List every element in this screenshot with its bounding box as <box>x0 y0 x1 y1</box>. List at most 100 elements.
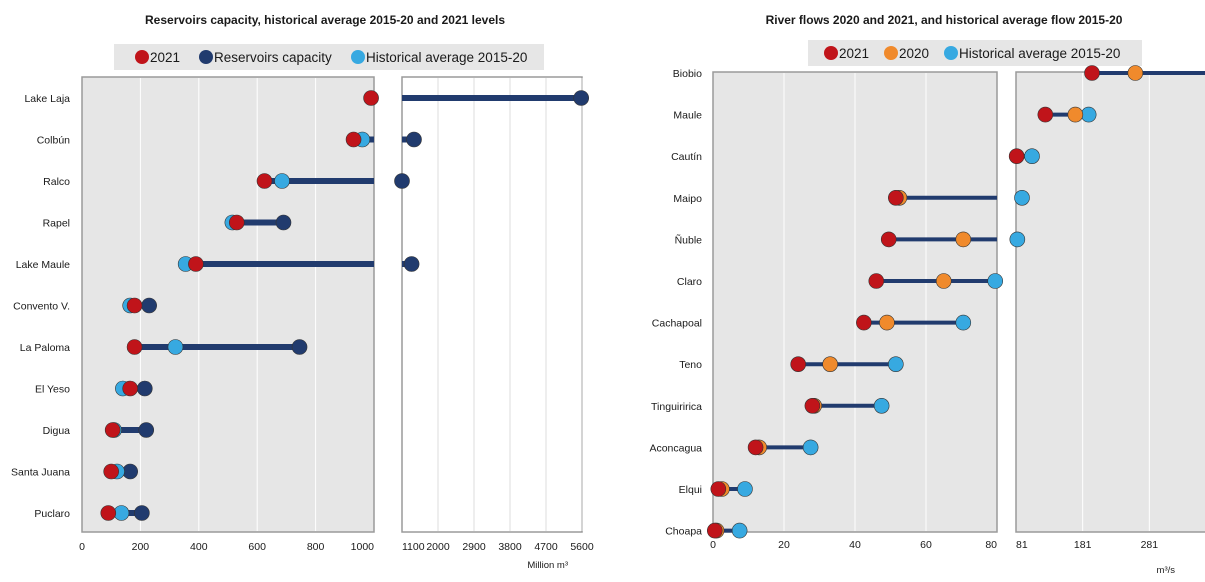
point-2021-biobio <box>1084 65 1100 81</box>
point-2021-ralco <box>256 173 273 189</box>
river-flows-plot-area-right <box>1015 71 1205 533</box>
reservoirs-chart-title: Reservoirs capacity, historical average … <box>145 13 505 27</box>
point-2021-rapel <box>228 214 245 231</box>
point-historical-average-2015-20-puclaro <box>113 505 130 521</box>
category-label-lake-laja: Lake Laja <box>24 93 70 105</box>
legend-marker-reservoirs-capacity <box>199 50 213 64</box>
point-reservoirs-capacity-colbun <box>406 131 422 148</box>
x-tick-label-81: 81 <box>1016 539 1028 551</box>
point-2020-nuble <box>955 231 972 248</box>
point-2021-claro <box>868 273 885 289</box>
point-2020-cachapoal <box>879 314 895 331</box>
reservoirs-tick-labels: 0 200 400 600 800 1000 1100 2000 2900 3800 4700 560… <box>79 541 594 553</box>
river-flows-legend: 2021 2020 Historical average 2015-20 <box>824 46 1120 61</box>
x-tick-label-800: 800 <box>307 541 325 553</box>
legend-label-2021: 2021 <box>839 46 869 61</box>
river-flows-legend-box <box>808 40 1142 66</box>
point-historical-average-2015-20-claro <box>987 273 1004 289</box>
legend-label-historical-average: Historical average 2015-20 <box>959 46 1120 61</box>
x-tick-label-1100: 1100 <box>402 541 425 553</box>
category-label-lake-maule: Lake Maule <box>16 259 70 271</box>
point-2021-lake-laja <box>363 90 379 106</box>
point-historical-average-2015-20-tinguiririca <box>873 397 890 414</box>
point-historical-average-2015-20-cautin <box>1024 148 1040 164</box>
river-flows-chart: River flows 2020 and 2021, and historica… <box>649 13 1205 576</box>
x-tick-label-200: 200 <box>132 541 150 553</box>
category-label-nuble: Ñuble <box>675 233 703 246</box>
reservoirs-plot-area-right <box>401 76 583 533</box>
reservoirs-gridlines <box>139 78 583 531</box>
x-tick-label-1000: 1000 <box>351 541 375 553</box>
point-2021-convento-v <box>126 297 143 314</box>
legend-label-reservoirs-capacity: Reservoirs capacity <box>214 50 332 65</box>
point-2021-el-yeso <box>122 380 138 397</box>
legend-marker-historical-average <box>351 50 365 64</box>
point-2021-cautin <box>1008 148 1025 164</box>
category-label-aconcagua: Aconcagua <box>649 442 702 454</box>
point-2021-cachapoal <box>856 314 872 331</box>
river-flows-gridlines <box>783 73 1150 531</box>
point-historical-average-2015-20-aconcagua <box>802 439 819 456</box>
category-label-teno: Teno <box>679 359 702 371</box>
reservoirs-legend: 2021 Reservoirs capacity Historical aver… <box>135 50 527 65</box>
point-2021-colbun <box>345 131 362 148</box>
reservoirs-category-labels: Lake Laja Colbún Ralco Rapel Lake Maule Conve… <box>11 93 70 520</box>
x-tick-label-0: 0 <box>710 539 716 551</box>
category-label-la-paloma: La Paloma <box>20 342 70 354</box>
category-label-colbun: Colbún <box>37 135 70 147</box>
point-2021-maipo <box>888 190 904 206</box>
point-2020-biobio <box>1127 65 1144 81</box>
river-flows-tick-labels: 02040608081181281381 <box>710 539 1158 551</box>
legend-label-2021: 2021 <box>150 50 180 65</box>
category-label-maipo: Maipo <box>673 193 702 205</box>
category-label-tinguiririca: Tinguiririca <box>651 401 702 413</box>
x-tick-label-2900: 2900 <box>462 541 486 553</box>
x-tick-label-4700: 4700 <box>534 541 558 553</box>
category-label-biobio: Biobio <box>673 68 702 80</box>
point-2021-lake-maule <box>188 256 204 272</box>
reservoirs-chart: Reservoirs capacity, historical average … <box>11 13 594 571</box>
point-historical-average-2015-20-cachapoal <box>955 314 972 331</box>
point-historical-average-2015-20-maipo <box>1014 190 1030 206</box>
point-2021-aconcagua <box>747 439 764 456</box>
category-label-claro: Claro <box>677 276 702 288</box>
point-2020-maule <box>1067 106 1084 123</box>
x-tick-label-2000: 2000 <box>426 541 450 553</box>
point-2021-elqui <box>710 481 727 497</box>
point-reservoirs-capacity-puclaro <box>134 505 150 521</box>
legend-marker-2021 <box>824 46 838 60</box>
x-tick-label-5600: 5600 <box>570 541 594 553</box>
reservoirs-marks <box>100 90 590 521</box>
category-label-convento-v: Convento V. <box>13 301 70 313</box>
legend-label-historical-average: Historical average 2015-20 <box>366 50 527 65</box>
x-tick-label-600: 600 <box>248 541 266 553</box>
category-label-ralco: Ralco <box>43 176 70 188</box>
point-reservoirs-capacity-digua <box>138 422 155 438</box>
x-tick-label-3800: 3800 <box>498 541 522 553</box>
point-reservoirs-capacity-la-paloma <box>291 339 308 355</box>
category-label-santa-juana: Santa Juana <box>11 467 70 479</box>
point-2021-teno <box>790 356 807 373</box>
river-flows-category-labels: Biobio Maule Cautín Maipo Ñuble Claro Cachapoa… <box>649 68 702 538</box>
x-tick-label-0: 0 <box>79 541 85 553</box>
river-flows-unit-label: m³/s <box>1157 565 1176 576</box>
point-2021-santa-juana <box>103 463 119 480</box>
point-reservoirs-capacity-ralco <box>394 173 410 189</box>
x-tick-label-20: 20 <box>778 539 790 551</box>
point-2021-tinguiririca <box>804 397 821 414</box>
x-tick-label-40: 40 <box>849 539 861 551</box>
river-flows-marks <box>706 65 1205 539</box>
category-label-puclaro: Puclaro <box>34 508 70 520</box>
category-label-el-yeso: El Yeso <box>35 384 70 396</box>
category-label-cachapoal: Cachapoal <box>652 318 702 330</box>
category-label-rapel: Rapel <box>43 218 70 230</box>
point-2021-choapa <box>706 522 723 539</box>
point-reservoirs-capacity-santa-juana <box>122 463 138 480</box>
point-2020-teno <box>822 356 838 373</box>
point-2020-claro <box>935 273 952 289</box>
point-historical-average-2015-20-maule <box>1080 106 1097 123</box>
x-tick-label-400: 400 <box>190 541 208 553</box>
category-label-maule: Maule <box>673 110 702 122</box>
